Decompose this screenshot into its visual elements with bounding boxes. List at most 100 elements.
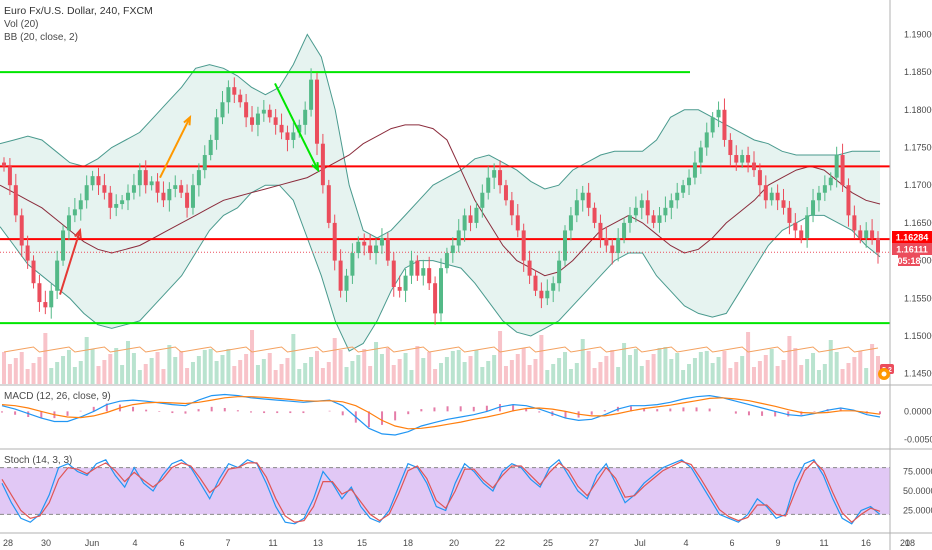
price-pane[interactable] [0,33,890,352]
candle-body [492,170,497,178]
candle-body [338,260,343,291]
volume-bar [486,361,491,384]
candle-body [84,185,89,201]
candle-body [250,117,255,125]
candle-body [149,181,154,186]
volume-bar [167,345,172,384]
candle-body [503,185,508,201]
settings-icon[interactable] [878,368,890,380]
annotation-arrow-red [59,230,81,295]
candle-body [427,268,432,284]
volume-bar [545,370,550,384]
volume-bar [66,350,71,384]
candle-body [66,215,71,231]
volume-bar [852,357,857,384]
candle-body [344,275,349,291]
candle-body [90,176,95,186]
candle-body [2,162,6,167]
volume-bar [604,356,609,384]
chart-title: Euro Fx/U.S. Dollar, 240, FXCM [4,5,153,17]
candle-body [273,117,278,125]
time-tick-label: 22 [495,538,505,548]
candle-body [728,139,733,156]
candle-body [746,155,751,163]
volume-bar [267,353,272,384]
candle-body [533,275,538,291]
volume-bar [740,356,745,384]
time-tick-label: 4 [683,538,688,548]
volume-bar [25,369,30,384]
volume-bar [876,356,880,384]
volume-bar [474,350,479,384]
candle-body [657,215,662,223]
candle-body [433,283,438,314]
annotation-arrowhead [311,162,320,173]
volume-bar [244,354,249,384]
macd-pane[interactable] [1,393,881,436]
volume-bar [444,357,449,384]
candle-body [852,215,857,231]
volume-bar [397,359,402,384]
volume-bar [173,357,178,384]
volume-bar [456,350,461,384]
candle-body [444,253,449,269]
time-tick-label: 25 [543,538,553,548]
candle-body [7,166,12,186]
candle-body [291,132,296,140]
candle-body [285,132,290,140]
volume-bar [143,364,148,384]
stoch-pane[interactable] [0,458,890,525]
time-tick-label: 4 [132,538,137,548]
time-tick-label: 11 [819,538,828,548]
candle-body [586,192,591,208]
candle-body [787,207,792,223]
volume-bar [149,358,154,384]
candle-body [539,290,544,299]
volume-bar [781,360,786,384]
candle-body [49,290,54,308]
volume-bar [840,369,845,384]
price-tick-label: 1.17500 [904,142,932,152]
candle-body [610,245,615,254]
candle-body [102,185,107,193]
candle-body [137,170,142,186]
volume-bar [527,365,532,384]
volume-bar [403,353,408,384]
volume-bar [31,363,36,384]
candle-body [131,185,136,193]
volume-bar [273,370,278,384]
volume-bar [7,364,12,384]
volume-pane[interactable] [2,330,880,384]
candle-body [108,192,113,208]
volume-ma-line [3,346,879,353]
candle-body [834,155,839,178]
volume-bar [55,362,60,384]
volume-bar [433,369,438,384]
volume-bar [698,352,703,384]
volume-bar [427,352,432,384]
volume-bar [120,365,125,384]
volume-bar [498,331,503,384]
candle-body [722,109,727,140]
volume-bar [78,361,83,384]
candle-body [279,124,284,133]
stoch-tick-label: 50.0000 [903,486,932,496]
candle-body [710,117,715,133]
volume-bar [114,348,119,384]
time-tick-label: Jul [634,538,646,548]
candle-body [43,302,48,308]
candle-body [267,109,272,118]
candle-body [167,188,172,201]
candle-body [757,170,762,186]
macd-tick-label: 0.0000 [904,406,932,416]
time-tick-label: Jun [85,538,100,548]
annotation-arrowhead [74,227,82,239]
time-tick-label: 11 [268,538,277,548]
candle-body [769,192,774,201]
volume-bar [716,357,721,384]
volume-bar [279,364,284,384]
volume-bar [2,352,6,384]
